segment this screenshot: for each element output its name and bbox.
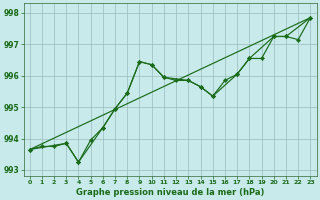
X-axis label: Graphe pression niveau de la mer (hPa): Graphe pression niveau de la mer (hPa) — [76, 188, 264, 197]
